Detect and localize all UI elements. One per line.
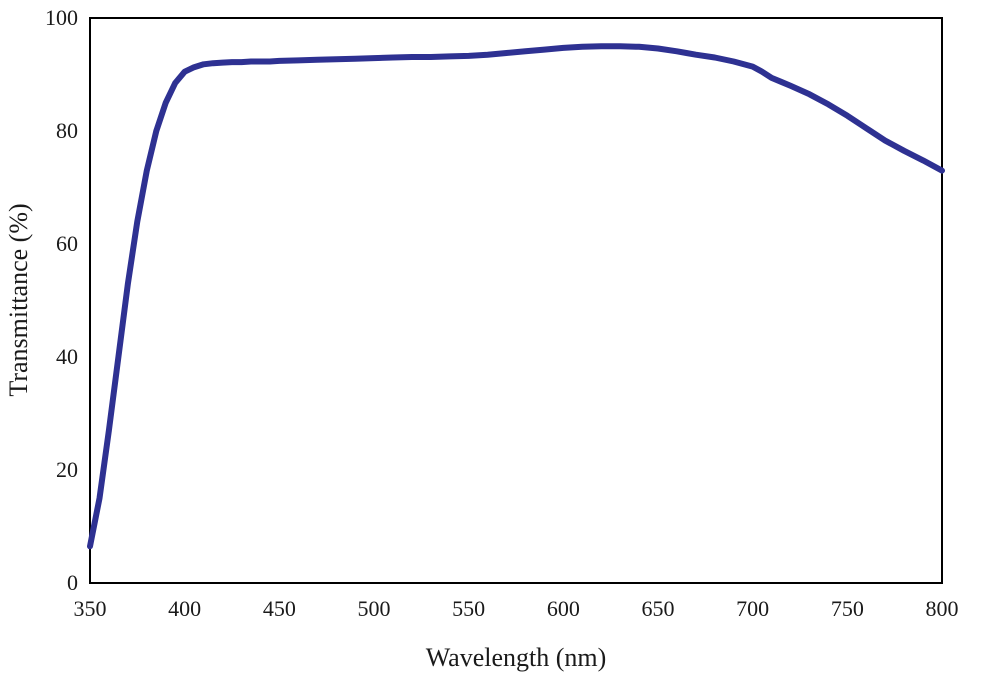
x-tick-label: 550 (452, 596, 485, 621)
series-layer (87, 43, 945, 550)
series-line (87, 43, 945, 550)
x-tick-label: 800 (926, 596, 959, 621)
x-tick-label: 750 (831, 596, 864, 621)
x-tick-label: 350 (74, 596, 107, 621)
x-axis-ticks: 350 400 450 500 550 600 650 700 750 800 (74, 596, 959, 621)
y-axis-title: Transmittance (%) (4, 203, 33, 396)
x-tick-label: 650 (642, 596, 675, 621)
x-tick-label: 700 (736, 596, 769, 621)
x-tick-label: 500 (358, 596, 391, 621)
plot-frame (89, 17, 943, 584)
x-tick-label: 600 (547, 596, 580, 621)
y-tick-label: 20 (56, 457, 78, 482)
y-tick-label: 100 (45, 5, 78, 30)
y-axis-ticks: 0 20 40 60 80 100 (45, 5, 78, 595)
y-tick-label: 40 (56, 344, 78, 369)
x-axis-title: Wavelength (nm) (426, 643, 607, 672)
y-tick-label: 80 (56, 118, 78, 143)
y-tick-label: 0 (67, 570, 78, 595)
x-tick-label: 450 (263, 596, 296, 621)
y-tick-label: 60 (56, 231, 78, 256)
x-tick-label: 400 (168, 596, 201, 621)
